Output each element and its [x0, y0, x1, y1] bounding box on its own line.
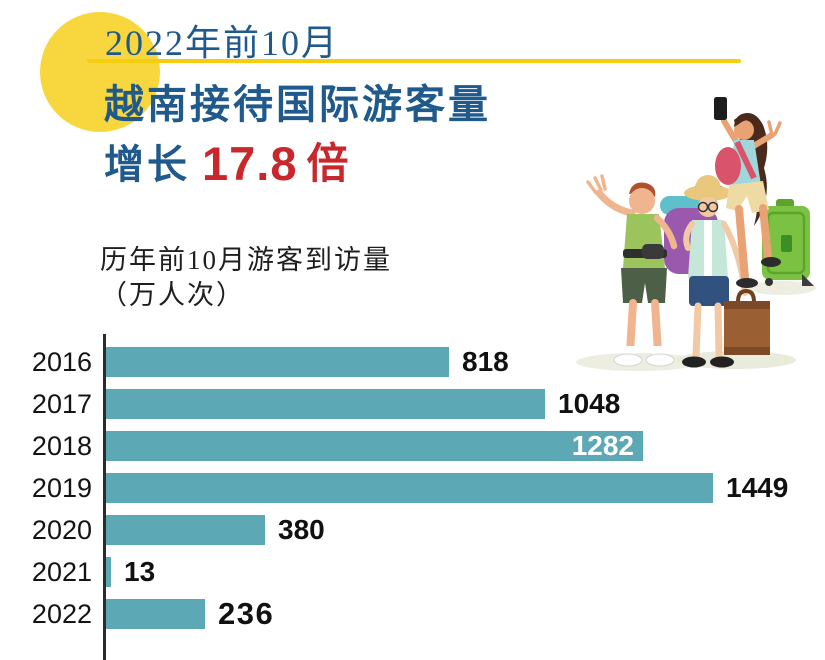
bar-track: 1048	[106, 388, 825, 419]
tourists-illustration	[576, 97, 816, 371]
shadow-ellipse	[748, 281, 816, 295]
bar-2017	[106, 389, 545, 419]
chart-axis-line	[103, 334, 106, 660]
bar-chart: 2016 818 2017 1048 2018 1282 2019 1449 2020 380 20…	[0, 346, 825, 641]
bar-track: 380	[106, 514, 825, 545]
bar-2018: 1282	[106, 431, 643, 461]
growth-unit: 倍	[306, 142, 349, 188]
value-label-2022: 236	[218, 596, 275, 631]
bar-track: 236	[106, 596, 825, 631]
year-label: 2018	[31, 431, 92, 461]
value-label-2020: 380	[278, 514, 325, 545]
year-label: 2020	[31, 515, 92, 545]
bar-2016	[106, 347, 449, 377]
bar-2019	[106, 473, 713, 503]
value-label-2021: 13	[124, 556, 156, 587]
bar-track: 818	[106, 346, 825, 377]
value-label-2018: 1282	[571, 430, 634, 461]
growth-prefix: 增长	[104, 142, 190, 187]
bar-row-2016: 2016 818	[0, 346, 825, 377]
bar-2021	[106, 557, 111, 587]
chart-subtitle: 历年前10月游客到访量 （万人次）	[100, 243, 392, 313]
yellow-circle-decoration	[40, 12, 160, 132]
bar-row-2018: 2018 1282	[0, 431, 825, 461]
year-label: 2021	[31, 557, 92, 587]
bar-row-2019: 2019 1449	[0, 472, 825, 503]
bar-row-2020: 2020 380	[0, 514, 825, 545]
year-label: 2022	[31, 599, 92, 629]
value-label-2017: 1048	[558, 388, 621, 419]
bar-track: 1282	[106, 431, 825, 461]
growth-line: 增长 17.8 倍	[104, 130, 349, 191]
bar-row-2021: 2021 13	[0, 556, 825, 587]
year-label: 2017	[31, 389, 92, 419]
bar-track: 13	[106, 556, 825, 587]
selfie-woman	[714, 97, 782, 288]
bar-row-2017: 2017 1048	[0, 388, 825, 419]
bar-track: 1449	[106, 472, 825, 503]
year-label: 2019	[31, 473, 92, 503]
value-label-2016: 818	[462, 346, 509, 377]
value-label-2019: 1449	[726, 472, 789, 503]
bar-row-2022: 2022 236	[0, 596, 825, 631]
bar-2022	[106, 599, 205, 629]
period-label: 2022年前10月	[105, 23, 340, 63]
growth-value: 17.8	[202, 137, 298, 190]
main-title: 越南接待国际游客量	[104, 82, 491, 127]
chart-subtitle-line1: 历年前10月游客到访量	[100, 245, 392, 275]
chart-subtitle-line2: （万人次）	[100, 280, 245, 310]
tourist-man-with-suitcase	[682, 175, 770, 368]
title-underline	[87, 59, 741, 63]
year-label: 2016	[31, 347, 92, 377]
shadow-ellipse	[676, 351, 796, 369]
bar-2020	[106, 515, 265, 545]
